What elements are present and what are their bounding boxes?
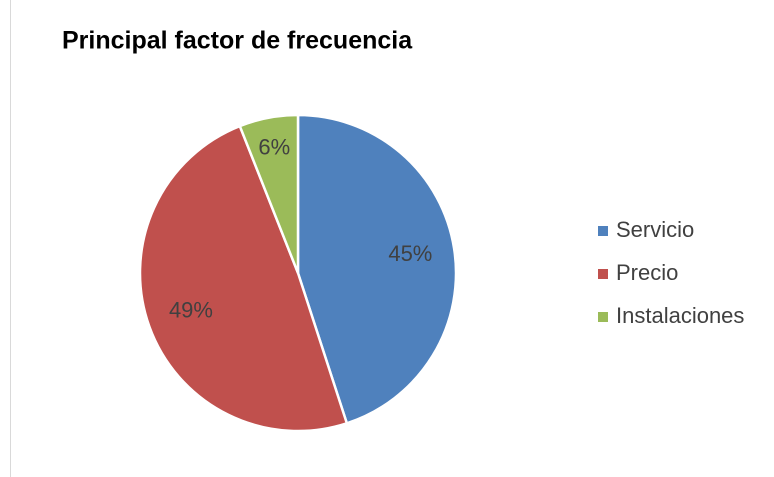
legend-swatch — [598, 312, 608, 322]
legend-label: Precio — [616, 260, 678, 285]
legend-label: Instalaciones — [616, 303, 744, 328]
legend-swatch — [598, 226, 608, 236]
pie-slice — [238, 113, 300, 274]
legend-label: Servicio — [616, 217, 694, 242]
chart-title: Principal factor de frecuencia — [62, 27, 413, 55]
pie-slice — [138, 124, 349, 433]
pie-slice — [296, 113, 458, 425]
data-label: 6% — [258, 135, 290, 160]
data-label: 49% — [169, 297, 213, 322]
data-label: 45% — [388, 241, 432, 266]
legend-swatch — [598, 269, 608, 279]
